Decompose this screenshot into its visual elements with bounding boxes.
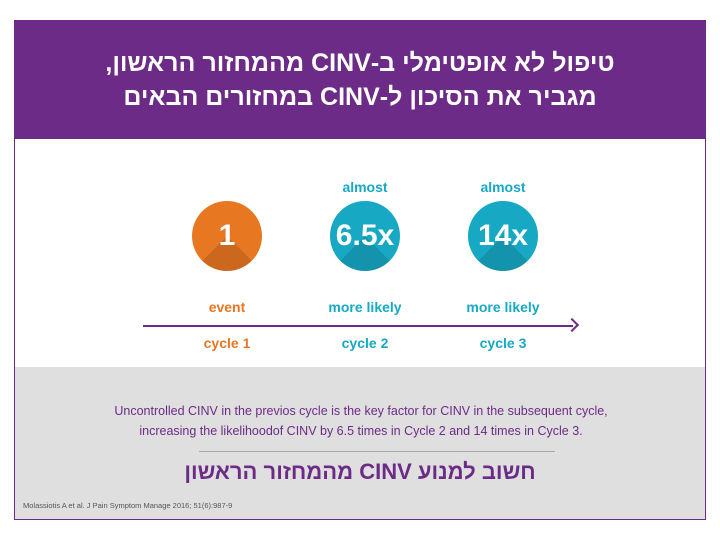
cycle-3-prefix: almost [480,179,526,195]
summary-line-1: Uncontrolled CINV in the previos cycle i… [114,404,608,418]
summary-line-2: increasing the likelihoodof CINV by 6.5 … [139,424,583,438]
citation: Molassiotis A et al. J Pain Symptom Mana… [23,501,233,510]
title-line-1: טיפול לא אופטימלי ב-CINV מהמחזור הראשון, [105,49,615,77]
cycle-2-circle: 6.5x [330,201,400,271]
divider [199,451,555,452]
summary-panel: Uncontrolled CINV in the previos cycle i… [15,367,705,519]
cycle-3-value: 14x [477,219,529,252]
cycle-1-value: 1 [218,219,236,252]
cycle-2-prefix: almost [342,179,388,195]
cycle-3-label: more likely [466,299,540,315]
arrow-right-icon [564,317,580,333]
title-line-2: מגביר את הסיכון ל-CINV במחזורים הבאים [123,83,597,111]
slide-frame: טיפול לא אופטימלי ב-CINV מהמחזור הראשון,… [14,20,706,520]
cycle-1-name: cycle 1 [203,335,251,351]
key-message: חשוב למנוע CINV מהמחזור הראשון [184,459,536,484]
cycle-1-circle: 1 [192,201,262,271]
summary-text: Uncontrolled CINV in the previos cycle i… [75,401,647,441]
cycle-2-label: more likely [328,299,402,315]
timeline-arrow-line [143,325,573,327]
cycle-2-value: 6.5x [335,219,395,252]
cycle-2-name: cycle 2 [341,335,389,351]
cycle-infographic: 1 event cycle 1 almost 6.5x more likely … [15,139,705,367]
cycle-3-name: cycle 3 [479,335,527,351]
title-banner: טיפול לא אופטימלי ב-CINV מהמחזור הראשון,… [15,21,705,139]
cycle-3-circle: 14x [468,201,538,271]
cycle-1-label: event [208,299,246,315]
